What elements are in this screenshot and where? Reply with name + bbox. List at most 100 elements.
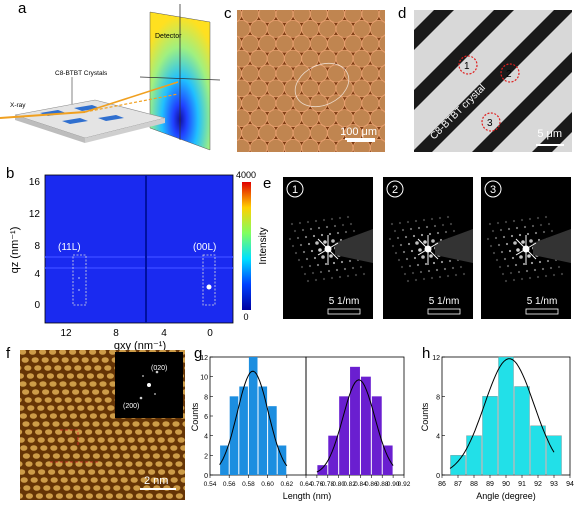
colorbar (242, 182, 251, 310)
h-ytick-label: 12 (432, 355, 440, 362)
g-xtick-label: 0.80 (332, 481, 345, 488)
panel-label-g: g (194, 345, 203, 362)
g-bar-0-2 (239, 386, 248, 475)
scale-label-f: 2 nm (144, 475, 169, 487)
xtick-8: 8 (113, 328, 119, 339)
g-xtick-label: 0.64 (300, 481, 313, 488)
scale-label-e-1: 5 1/nm (329, 296, 360, 307)
ytick-16: 16 (29, 177, 41, 188)
pattern-number-1: 1 (292, 184, 298, 196)
g-bar-1-0 (317, 465, 328, 475)
peak-label-00L: (00L) (193, 242, 216, 253)
g-xtick-label: 0.88 (376, 481, 389, 488)
diffraction-pattern-2: 2 5 1/nm (383, 177, 473, 319)
panel-label-d: d (398, 5, 407, 22)
diffraction-pattern-1: 1 5 1/nm (283, 177, 373, 319)
h-xlabel: Angle (degree) (476, 491, 536, 501)
scale-label-e-3: 5 1/nm (527, 296, 558, 307)
panel-label-c: c (224, 5, 232, 22)
g-bar-0-3 (248, 357, 258, 475)
g-xtick-label: 0.76 (311, 481, 324, 488)
g-xtick-label: 0.78 (321, 481, 334, 488)
yaxis-label: qz (nm⁻¹) (9, 227, 21, 274)
spot-3: 3 (487, 118, 493, 129)
pattern-number-3: 3 (490, 184, 496, 196)
g-xtick-label: 0.54 (204, 481, 217, 488)
xtick-4: 4 (161, 328, 167, 339)
g-fit-curve-1 (316, 379, 394, 473)
fft-label-200: (200) (123, 403, 139, 410)
g-bar-0-4 (258, 386, 268, 475)
crystal-2 (74, 105, 100, 111)
detector-label: Detector (155, 33, 182, 40)
h-bar-5 (530, 425, 546, 476)
diffraction-pattern-3: 3 5 1/nm (481, 177, 571, 319)
g-xtick-label: 0.58 (242, 481, 255, 488)
h-xtick-label: 91 (518, 481, 526, 488)
g-bar-0-5 (268, 406, 277, 475)
panel-label-a: a (18, 0, 27, 17)
colorbar-max: 4000 (236, 170, 256, 180)
h-ylabel: Counts (420, 402, 430, 431)
h-bar-4 (514, 386, 530, 476)
g-xtick-label: 0.84 (354, 481, 367, 488)
h-bar-2 (482, 396, 498, 476)
colorbar-min: 0 (243, 312, 248, 322)
g-xtick-label: 0.56 (223, 481, 236, 488)
g-xtick-label: 0.90 (387, 481, 400, 488)
g-bar-0-6 (277, 445, 287, 475)
panel-a-schematic: C8-BTBT Crystals Detector X-ray (0, 4, 220, 151)
g-ytick-label: 2 (204, 453, 208, 460)
ytick-12: 12 (29, 209, 41, 220)
g-ytick-label: 8 (204, 394, 208, 401)
h-ytick-label: 4 (436, 434, 440, 441)
g-ytick-label: 4 (204, 434, 208, 441)
panel-label-e: e (263, 175, 272, 192)
xtick-0: 0 (207, 328, 213, 339)
colorbar-label: Intensity (258, 227, 269, 264)
peak-label-11L: (11L) (58, 242, 81, 253)
crystal-3 (62, 118, 88, 124)
h-xtick-label: 90 (502, 481, 510, 488)
panel-b-giwaxs: (11L) (00L) 16 12 8 4 0 12 8 4 0 qxy (nm… (9, 170, 269, 350)
xtick-12: 12 (60, 328, 72, 339)
panel-d-micrograph: 1 2 3 C8-BTBT crystal 5 μm (414, 10, 572, 152)
g-ytick-label: 12 (200, 355, 208, 362)
panel-label-f: f (6, 345, 11, 362)
ytick-8: 8 (34, 241, 40, 252)
g-bar-1-5 (371, 396, 382, 475)
g-xtick-label: 0.86 (365, 481, 378, 488)
spot-2: 2 (506, 69, 512, 80)
g-xtick-label: 0.92 (398, 481, 411, 488)
h-xtick-label: 88 (470, 481, 478, 488)
h-xtick-label: 93 (550, 481, 558, 488)
g-ytick-label: 10 (200, 375, 208, 382)
g-xtick-label: 0.60 (261, 481, 274, 488)
h-bar-3 (498, 356, 514, 476)
h-bar-1 (466, 435, 482, 476)
g-bar-1-4 (360, 376, 371, 475)
xaxis-label: qxy (nm⁻¹) (114, 340, 166, 350)
xray-label: X-ray (10, 102, 26, 109)
g-xlabel: Length (nm) (283, 491, 332, 501)
scale-label-c: 100 μm (340, 126, 377, 138)
panel-f-afm: (020) (200) 2 nm (20, 350, 185, 500)
h-xtick-label: 89 (486, 481, 494, 488)
h-xtick-label: 87 (454, 481, 462, 488)
crystal-4 (98, 115, 124, 121)
panel-label-h: h (422, 345, 431, 362)
g-bar-0-0 (220, 445, 229, 475)
scale-label-d: 5 μm (537, 128, 562, 140)
g-bar-1-2 (339, 396, 350, 475)
stripes: 1 2 3 C8-BTBT crystal (414, 10, 572, 152)
h-xtick-label: 86 (438, 481, 446, 488)
h-fit-curve (449, 358, 555, 469)
g-bar-0-1 (229, 396, 239, 475)
crystal-label-d: C8-BTBT crystal (428, 83, 488, 143)
fft-label-020: (020) (151, 365, 167, 372)
spot-1: 1 (464, 61, 470, 72)
g-bar-1-1 (328, 435, 339, 475)
g-bar-1-3 (350, 366, 360, 475)
panel-label-b: b (6, 165, 15, 182)
